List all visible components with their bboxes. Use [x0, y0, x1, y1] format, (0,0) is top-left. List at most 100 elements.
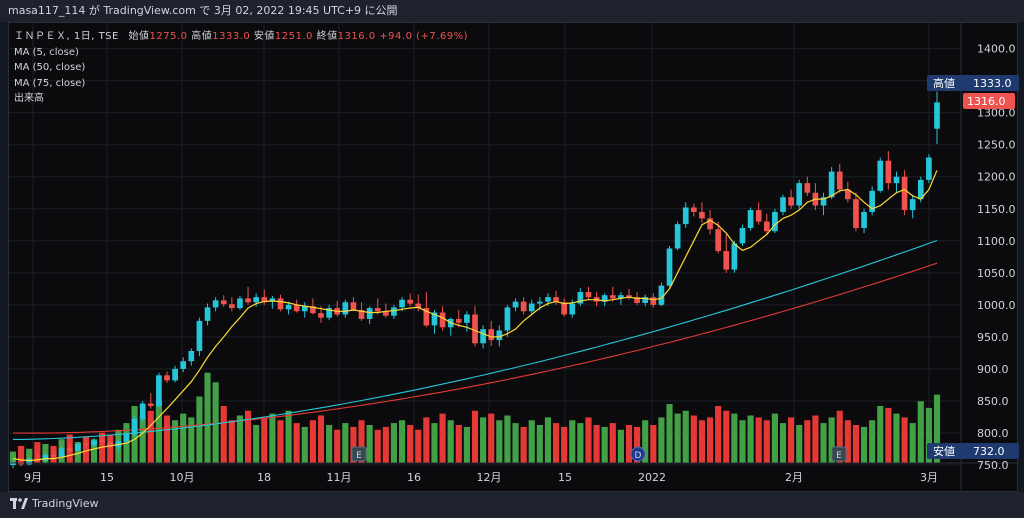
candle-body	[666, 248, 673, 286]
footer-bar	[0, 492, 1024, 518]
volume-bar	[860, 426, 868, 463]
high-price-tag-value: 1333.0	[973, 77, 1012, 90]
volume-bar	[415, 429, 422, 463]
candle-body	[561, 302, 567, 315]
candle-body	[553, 297, 559, 303]
volume-bar	[544, 417, 552, 463]
high-label: 高値	[191, 31, 213, 42]
volume-bar	[552, 423, 560, 463]
volume-bar	[512, 423, 519, 463]
candle-body	[853, 199, 859, 228]
volume-bar	[536, 425, 543, 463]
candle-body	[164, 375, 170, 381]
volume-bar	[471, 410, 479, 463]
candle-body	[545, 297, 551, 302]
volume-bar	[147, 410, 154, 463]
candle-body	[50, 454, 57, 457]
volume-bar	[836, 410, 843, 463]
candle-body	[869, 190, 875, 212]
y-tick-label: 1000.0	[977, 299, 1016, 312]
volume-bar	[34, 442, 41, 463]
candle-body	[204, 307, 211, 321]
candle-body	[399, 299, 405, 308]
candle-body	[828, 171, 835, 198]
volume-bar	[366, 425, 373, 463]
volume-bar	[398, 420, 406, 463]
tradingview-logo[interactable]: TradingView	[10, 497, 98, 510]
volume-bar	[852, 425, 860, 463]
candle-body	[723, 251, 730, 270]
volume-bar	[771, 413, 778, 463]
candle-body	[780, 197, 786, 212]
candle-body	[156, 375, 162, 407]
candle-body	[642, 297, 649, 303]
volume-bar	[634, 426, 641, 463]
dividend-marker[interactable]	[630, 446, 646, 462]
volume-bar	[439, 413, 446, 463]
ma5-legend[interactable]: MA (5, close)	[14, 46, 79, 58]
candle-body	[464, 314, 470, 323]
candle-body	[520, 301, 527, 312]
candle-body	[237, 298, 243, 309]
candle-body	[699, 211, 705, 219]
volume-bar	[228, 420, 235, 463]
volume-bar	[528, 420, 535, 463]
earnings-marker[interactable]	[831, 446, 847, 462]
y-tick-label: 1100.0	[977, 235, 1016, 248]
earnings-marker[interactable]	[351, 446, 367, 462]
ma50-legend[interactable]: MA (50, close)	[14, 62, 86, 73]
candle-body	[480, 329, 486, 344]
candle-body	[455, 318, 462, 323]
volume-bar	[172, 420, 179, 463]
low-value: 1251.0	[274, 31, 313, 42]
symbol-label[interactable]: ＩＮＰＥＸ, 1日, TSE	[14, 31, 119, 42]
price-chart[interactable]: 1400.01350.01300.01250.01200.01150.01100…	[9, 23, 1019, 493]
candle-body	[439, 312, 446, 328]
volume-bar	[804, 420, 811, 463]
candle-body	[496, 330, 503, 341]
tradingview-logo-icon	[10, 497, 28, 509]
candle-body	[318, 313, 324, 318]
x-tick-label: 3月	[920, 471, 938, 484]
candle-body	[772, 211, 778, 232]
volume-bar	[342, 423, 349, 463]
volume-bar	[277, 420, 284, 463]
volume-bar	[763, 420, 770, 463]
volume-bar	[674, 413, 681, 463]
volume-bar	[625, 425, 633, 463]
volume-legend[interactable]: 出来高	[14, 93, 44, 104]
volume-bar	[285, 410, 292, 463]
ma75-legend[interactable]: MA (75, close)	[14, 77, 86, 89]
ma75-line	[12, 262, 938, 434]
x-tick-label: 2月	[785, 471, 803, 484]
x-tick-label: 15	[558, 471, 572, 484]
volume-bar	[869, 420, 876, 463]
volume-bar	[561, 426, 568, 463]
candle-body	[423, 308, 430, 326]
volume-bar	[609, 423, 616, 463]
candle-body	[229, 304, 235, 309]
volume-bar	[463, 426, 470, 463]
volume-bar	[350, 426, 357, 463]
candle-body	[512, 301, 519, 308]
volume-bar	[309, 420, 316, 463]
candle-body	[658, 285, 665, 305]
volume-bar	[520, 426, 527, 463]
candle-body	[569, 303, 576, 315]
candle-body	[407, 299, 413, 304]
volume-bar	[374, 429, 381, 463]
candle-body	[139, 403, 146, 419]
candle-body	[99, 440, 105, 442]
candle-body	[715, 229, 721, 252]
volume-bar	[261, 417, 268, 463]
y-tick-label: 850.0	[977, 395, 1009, 408]
chart-legend: ＩＮＰＥＸ, 1日, TSE 始値1275.0 高値1333.0 安値1251.…	[14, 29, 468, 107]
candle-body	[431, 312, 438, 326]
candle-body	[755, 210, 762, 222]
volume-bar	[82, 436, 90, 463]
volume-bar	[593, 425, 600, 463]
low-price-tag	[927, 443, 1019, 459]
volume-bar	[293, 423, 300, 463]
ma5-line	[12, 170, 938, 462]
volume-bar	[877, 406, 884, 463]
